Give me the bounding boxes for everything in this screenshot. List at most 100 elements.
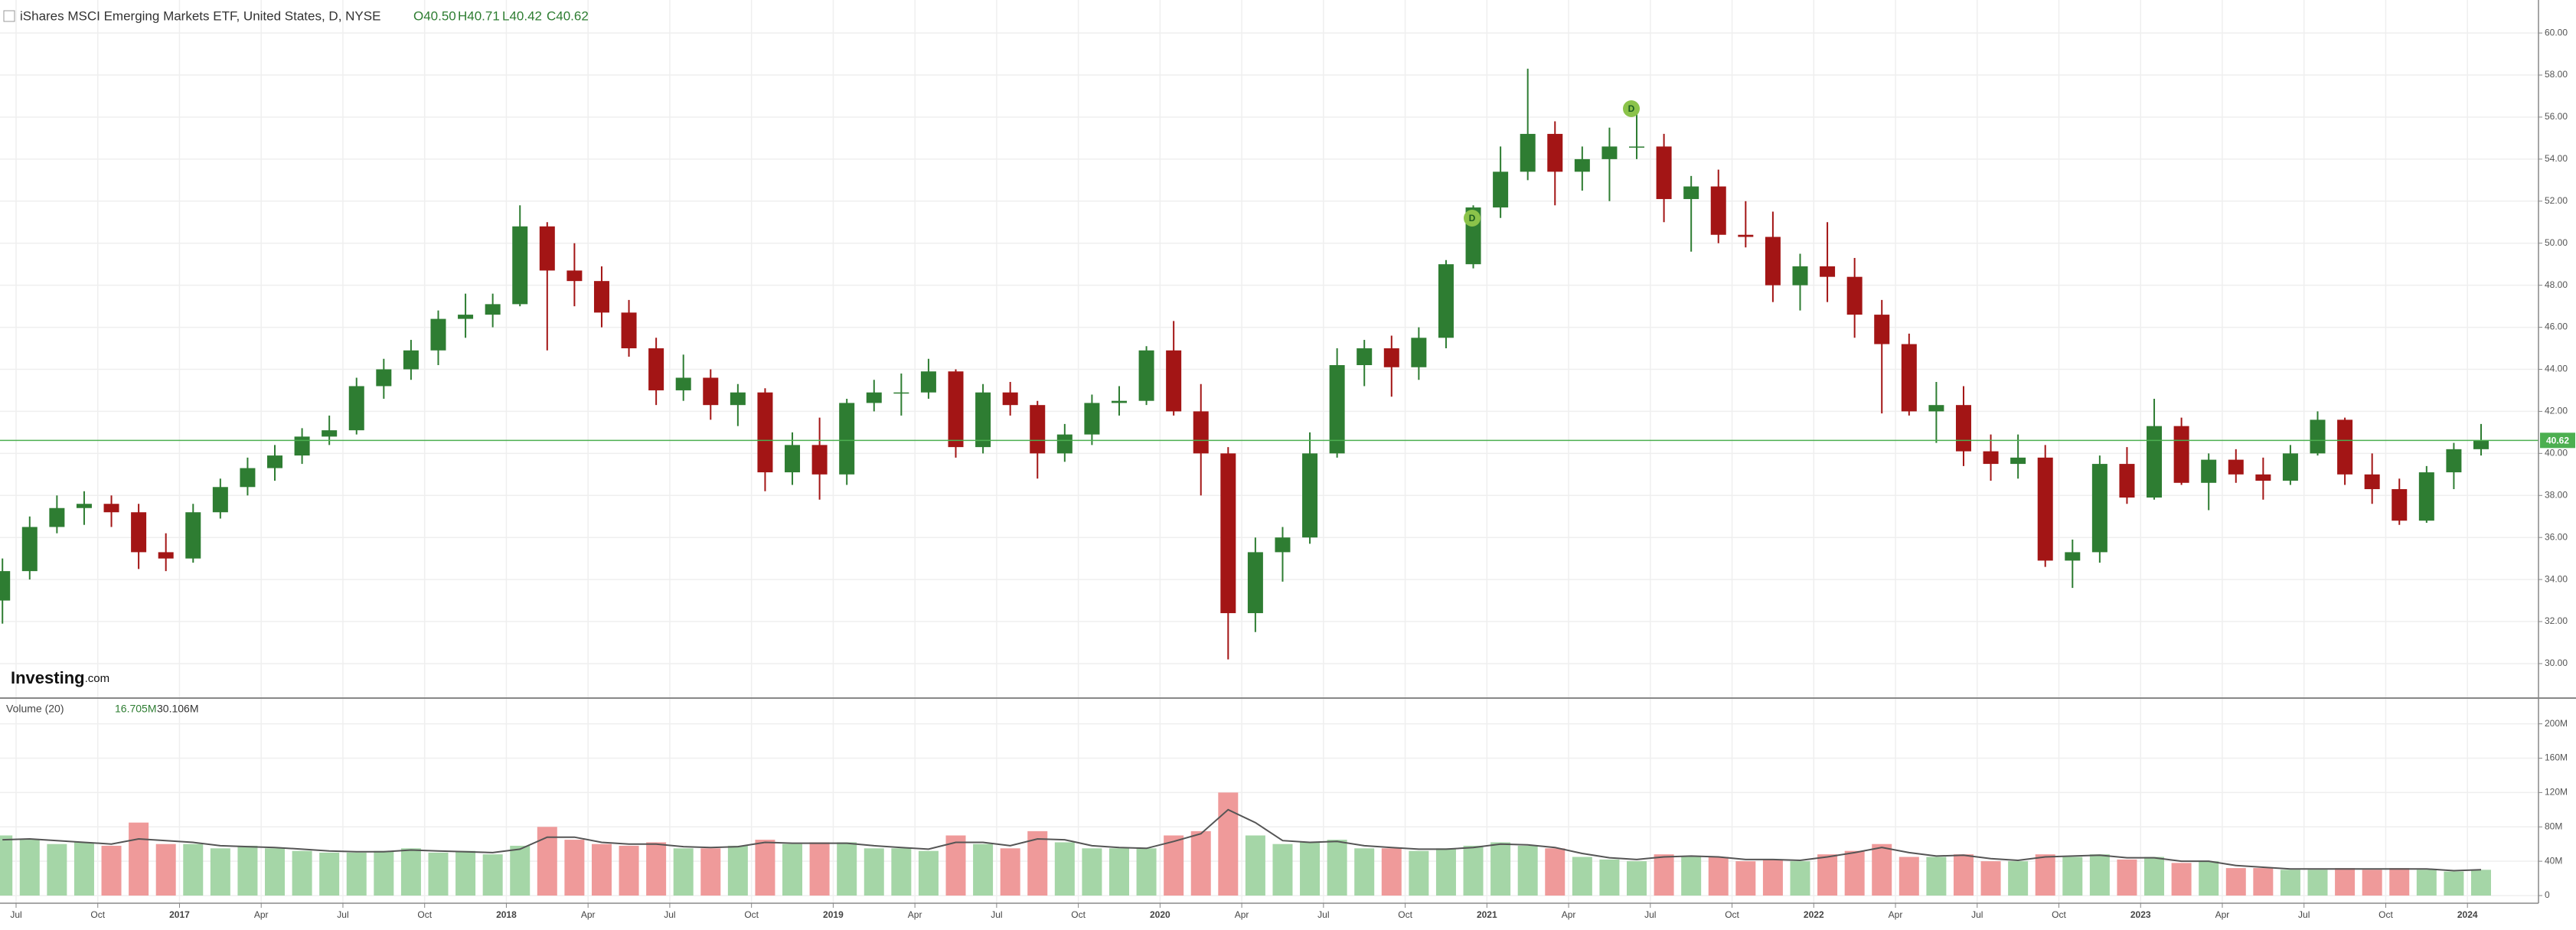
candle-body — [948, 371, 964, 448]
candle-body — [103, 504, 119, 513]
brand-logo: Investing.com — [11, 668, 109, 687]
volume-bar — [1926, 857, 1947, 896]
candle-body — [730, 392, 746, 406]
x-tick-label: 2020 — [1150, 909, 1170, 920]
volume-bar — [673, 848, 694, 896]
last-price-label: 40.62 — [2546, 435, 2569, 445]
volume-bar — [1490, 842, 1511, 896]
volume-bar — [864, 848, 884, 896]
x-tick-label: Jul — [664, 909, 675, 920]
volume-bar — [1245, 835, 1265, 896]
volume-bar — [0, 835, 13, 896]
instrument-title: iShares MSCI Emerging Markets ETF, Unite… — [20, 8, 380, 23]
volume-bar — [101, 845, 122, 896]
candle-body — [76, 504, 92, 508]
candle-body — [430, 318, 446, 351]
candle-body — [2282, 453, 2298, 481]
candle-body — [1056, 434, 1073, 454]
candle-body — [2173, 426, 2189, 483]
y-tick-label: 32.00 — [2545, 615, 2568, 626]
candle-body — [1247, 552, 1263, 614]
y-tick-label: 40.00 — [2545, 448, 2568, 458]
grid — [0, 0, 2538, 903]
ohlc-high: H40.71 — [458, 8, 500, 23]
volume-bar — [1190, 830, 1211, 896]
x-tick-label: 2019 — [823, 909, 844, 920]
y-tick-label: 36.00 — [2545, 531, 2568, 542]
y-tick-label: 30.00 — [2545, 658, 2568, 668]
candle-body — [294, 436, 310, 456]
candle-body — [1030, 405, 1046, 454]
volume-bar — [1545, 848, 1566, 896]
volume-bar — [2335, 868, 2356, 896]
volume-bar — [2416, 870, 2437, 896]
volume-bar — [2470, 870, 2491, 896]
volume-bar — [1654, 854, 1674, 896]
volume-bar — [2144, 857, 2165, 896]
volume-bar — [1980, 861, 2001, 896]
candle-body — [2446, 449, 2462, 473]
volume-bar — [2062, 857, 2083, 896]
dividend-markers: D D — [1464, 100, 1640, 227]
menu-icon[interactable] — [3, 10, 15, 22]
x-tick-label: 2017 — [169, 909, 190, 920]
volume-bar — [1953, 854, 1974, 896]
volume-bar — [2008, 861, 2029, 896]
candle-body — [376, 369, 392, 387]
dividend-marker[interactable] — [1623, 100, 1640, 117]
x-tick-label: Apr — [254, 909, 269, 920]
volume-bar — [1082, 848, 1102, 896]
volume-bar — [292, 850, 312, 896]
candle-body — [893, 392, 909, 394]
x-tick-label: Jul — [2298, 909, 2310, 920]
candle-body — [539, 226, 555, 271]
volume-bar — [2199, 861, 2219, 896]
volume-ma-legend: 30.106M — [157, 703, 198, 715]
volume-bar — [455, 850, 476, 896]
x-tick-label: Apr — [2215, 909, 2230, 920]
candle-body — [2119, 464, 2135, 498]
candle-body — [1002, 392, 1018, 406]
volume-bar — [700, 848, 721, 896]
volume-bar — [918, 850, 939, 896]
brand-name: Investing — [11, 668, 85, 687]
candle-body — [1765, 237, 1781, 286]
candle-body — [403, 350, 419, 370]
candle-body — [1574, 158, 1590, 172]
volume-bar — [1681, 857, 1702, 896]
x-tick-label: Oct — [1398, 909, 1412, 920]
candle-body — [621, 312, 637, 349]
x-tick-label: Oct — [90, 909, 105, 920]
ohlc-open: O40.50 — [413, 8, 456, 23]
candle-body — [1220, 453, 1236, 614]
volume-bar — [237, 845, 258, 896]
volume-bar — [1354, 848, 1375, 896]
y-tick-label: 38.00 — [2545, 489, 2568, 500]
candle-body — [2091, 464, 2107, 553]
candle-body — [131, 512, 147, 553]
candle-body — [566, 270, 583, 282]
candle-body — [458, 315, 474, 319]
x-tick-label: Oct — [2052, 909, 2066, 920]
volume-ma-line — [2, 808, 2482, 872]
x-tick-label: Oct — [1071, 909, 1086, 920]
candle-body — [811, 445, 828, 475]
y-tick-label: 160M — [2545, 752, 2568, 763]
x-tick-label: 2024 — [2457, 909, 2478, 920]
volume-bar — [2171, 863, 2192, 896]
volume-bar — [1164, 835, 1184, 896]
candle-body — [1983, 451, 1999, 465]
candle-body — [1329, 365, 1345, 454]
volume-bar — [210, 848, 230, 896]
dividend-marker[interactable] — [1464, 210, 1481, 227]
volume-bar — [155, 844, 176, 896]
volume-bar — [809, 842, 830, 896]
x-tick-label: Oct — [1725, 909, 1739, 920]
volume-bar — [374, 850, 394, 896]
candle-body — [0, 571, 11, 601]
x-tick-label: 2018 — [496, 909, 517, 920]
volume-bar — [1790, 861, 1810, 896]
